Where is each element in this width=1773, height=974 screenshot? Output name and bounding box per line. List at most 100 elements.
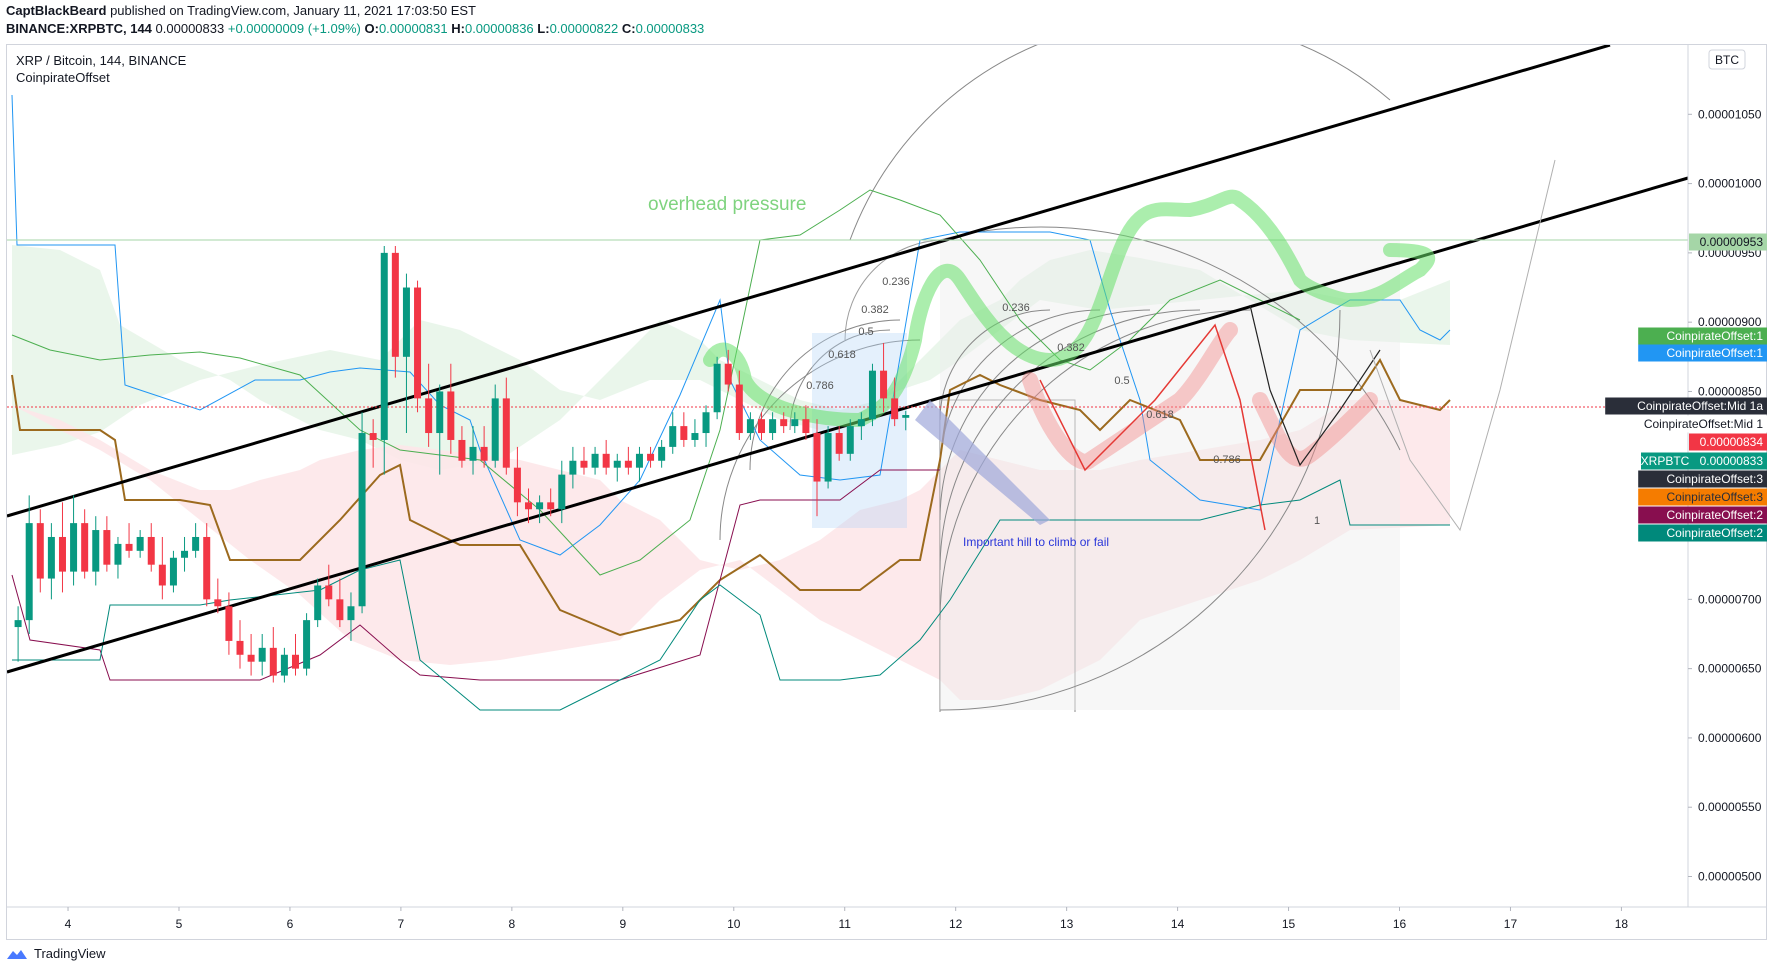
candle <box>181 536 189 572</box>
candle <box>580 446 588 475</box>
candle-body <box>613 460 621 468</box>
candle <box>214 578 222 614</box>
candle <box>303 613 311 676</box>
fib-fan-upper <box>844 239 946 341</box>
candle <box>70 495 78 586</box>
y-tick-label: 0.00000700 <box>1698 592 1762 606</box>
candle-body <box>758 419 766 434</box>
x-tick-label: 13 <box>1060 917 1074 931</box>
x-tick-label: 8 <box>509 917 516 931</box>
candle-body <box>691 433 699 440</box>
candle <box>602 439 610 475</box>
candle-body <box>114 543 122 565</box>
price-badge-prefix-bg <box>1641 452 1689 470</box>
candle-body <box>203 536 211 600</box>
y-tick-label: 0.00000550 <box>1698 800 1762 814</box>
price-badges: 0.00000953 CoinpirateOffset:1 CoinpirateOf… <box>1605 233 1767 542</box>
candle <box>258 633 266 676</box>
candle-body <box>36 523 44 579</box>
author-name[interactable]: CaptBlackBeard <box>6 3 107 18</box>
candle <box>414 280 422 413</box>
candle <box>857 412 865 440</box>
candle-body <box>236 640 244 655</box>
candles <box>14 245 910 683</box>
price-badge-text: CoinpirateOffset:1 <box>1667 329 1764 343</box>
candle <box>735 370 743 440</box>
price-badge-bg <box>1689 452 1767 470</box>
candle <box>58 502 66 593</box>
price-badge: CoinpirateOffset:3 <box>1638 488 1767 506</box>
published-text: published on TradingView.com, January 11… <box>110 3 476 18</box>
fib-fan-shade <box>940 240 1400 710</box>
candle <box>647 446 655 468</box>
green-band-line <box>11 189 1301 576</box>
high-value: 0.00000836 <box>464 21 534 36</box>
y-tick-label: 0.00000650 <box>1698 662 1762 676</box>
x-tick-label: 14 <box>1171 917 1185 931</box>
candle <box>25 495 33 634</box>
fib-label: 0.236 <box>882 276 910 288</box>
price-badge-text: CoinpirateOffset:2 <box>1667 508 1764 522</box>
currency-box[interactable]: BTC <box>1708 49 1746 70</box>
overhead-pressure-label: overhead pressure <box>648 194 806 215</box>
price-badge-bg <box>1689 327 1767 345</box>
footer: TradingView <box>6 946 106 961</box>
price-badge-text: 0.00000833 <box>1700 454 1764 468</box>
candle <box>14 606 22 662</box>
candle <box>746 412 754 440</box>
indicator-title[interactable]: CoinpirateOffset <box>16 70 110 85</box>
candle <box>691 419 699 447</box>
candle-body <box>680 426 688 440</box>
candle-body <box>92 530 100 572</box>
tradingview-logo-icon <box>7 949 27 959</box>
candle-body <box>136 536 144 551</box>
price-badge: 0.00000833 XRPBTC <box>1641 452 1767 470</box>
price-badge-text: CoinpirateOffset:Mid 1 <box>1644 417 1763 431</box>
x-tick-label: 11 <box>838 917 851 931</box>
candle-body <box>436 391 444 434</box>
footer-brand[interactable]: TradingView <box>34 946 106 961</box>
price-badge-text: CoinpirateOffset:1 <box>1667 346 1764 360</box>
candle-body <box>158 564 166 586</box>
time-axis[interactable]: 4 5 6 7 8 9 10 11 12 13 14 15 16 17 18 <box>65 907 1629 931</box>
candle <box>724 349 732 392</box>
candle-body <box>247 654 255 662</box>
symbol-interval: BINANCE:XRPBTC, 144 <box>6 21 152 36</box>
fib-label: 0.5 <box>858 326 873 338</box>
candle <box>325 564 333 607</box>
candle <box>114 536 122 579</box>
candle-body <box>291 654 299 669</box>
candle-body <box>358 433 366 607</box>
x-tick-label: 6 <box>287 917 294 931</box>
x-tick-label: 18 <box>1615 917 1629 931</box>
y-tick-label: 0.00000900 <box>1698 315 1762 329</box>
candle-body <box>325 585 333 600</box>
candle <box>769 412 777 440</box>
candle-body <box>414 287 422 399</box>
candle-body <box>14 620 22 628</box>
candle-body <box>524 502 532 510</box>
candle-body <box>280 654 288 676</box>
candle <box>47 523 55 600</box>
candle-body <box>735 384 743 434</box>
price-badge-text: CoinpirateOffset:2 <box>1667 526 1764 540</box>
candle-body <box>169 557 177 586</box>
x-tick-label: 12 <box>949 917 963 931</box>
fib-label: 0.618 <box>1146 409 1174 421</box>
candle-body <box>425 398 433 434</box>
price-badge-bg <box>1689 233 1767 251</box>
candle-body <box>658 446 666 461</box>
candle <box>635 446 643 482</box>
price-badge-ext <box>1605 397 1689 415</box>
price-badge: CoinpirateOffset:1 <box>1638 344 1767 362</box>
x-tick-label: 5 <box>176 917 183 931</box>
candle <box>791 412 799 434</box>
candle-body <box>192 536 200 551</box>
price-badge-ext <box>1638 470 1689 488</box>
price-badge-ext <box>1638 488 1689 506</box>
x-tick-label: 9 <box>619 917 626 931</box>
candle-body <box>347 606 355 621</box>
candle <box>669 412 677 454</box>
important-hill-label: Important hill to climb or fail <box>963 535 1109 549</box>
